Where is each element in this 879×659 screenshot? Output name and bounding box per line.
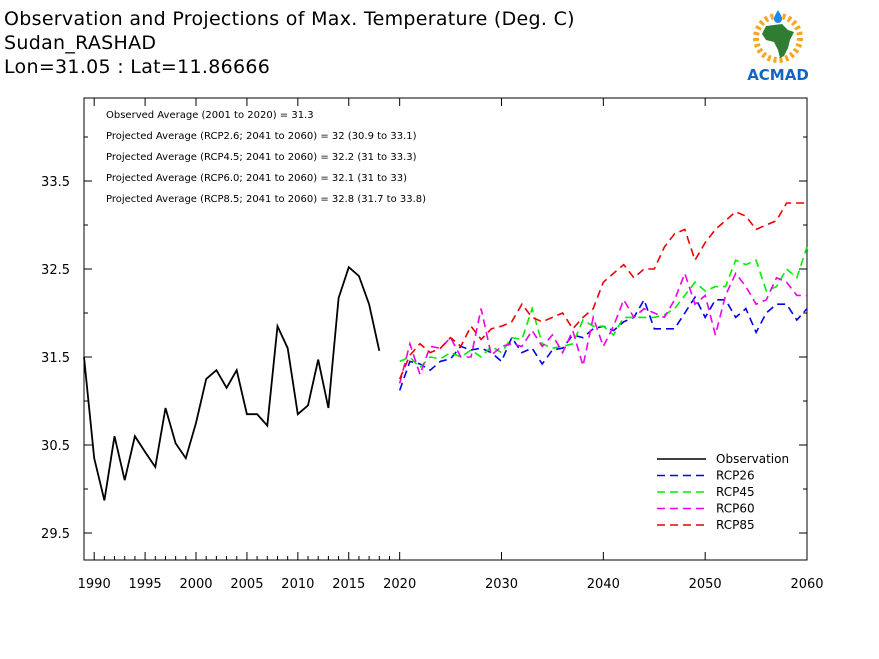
x-tick-label: 2060 <box>790 577 823 592</box>
annotation-line: Projected Average (RCP2.6; 2041 to 2060)… <box>106 131 417 142</box>
annotation-block: Observed Average (2001 to 2020) = 31.3 Pr… <box>106 110 426 205</box>
legend: Observation RCP26 RCP45 RCP60 RCP85 <box>657 452 789 532</box>
x-tick-label: 2010 <box>281 577 314 592</box>
station-coordinates: Lon=31.05 : Lat=11.86666 <box>4 56 271 78</box>
annotation-line: Observed Average (2001 to 2020) = 31.3 <box>106 110 314 121</box>
annotation-line: Projected Average (RCP8.5; 2041 to 2060)… <box>106 194 426 205</box>
x-tick-label: 2030 <box>485 577 518 592</box>
chart-title: Observation and Projections of Max. Temp… <box>4 8 575 30</box>
legend-label: RCP60 <box>716 502 755 516</box>
y-tick-label: 32.5 <box>41 263 70 278</box>
x-tick-label: 2005 <box>230 577 263 592</box>
legend-label: RCP26 <box>716 469 755 483</box>
series-line-rcp45 <box>399 246 808 369</box>
x-tick-label: 2000 <box>179 577 212 592</box>
x-tick-label: 2015 <box>332 577 365 592</box>
x-tick-label: 2040 <box>587 577 620 592</box>
x-tick-label: 1990 <box>78 577 111 592</box>
x-tick-label: 1995 <box>129 577 162 592</box>
y-tick-label: 29.5 <box>41 527 70 542</box>
legend-label: RCP45 <box>716 485 755 499</box>
water-drop-icon <box>774 10 782 23</box>
series-lines <box>83 202 808 501</box>
axis-ticks: 1990 1995 2000 2005 2010 2015 2020 2030 2040 2050… <box>41 98 824 592</box>
y-tick-label: 30.5 <box>41 439 70 454</box>
logo-text: ACMAD <box>747 66 809 84</box>
series-line-observation <box>83 265 381 501</box>
series-line-rcp26 <box>398 295 808 391</box>
africa-map-icon <box>762 24 794 58</box>
station-name: Sudan_RASHAD <box>4 32 157 54</box>
legend-label: Observation <box>716 452 789 466</box>
legend-label: RCP85 <box>716 518 755 532</box>
plot-frame <box>83 97 808 561</box>
x-tick-label: 2050 <box>689 577 722 592</box>
series-line-rcp85 <box>398 202 807 380</box>
acmad-logo: ACMAD <box>747 10 809 84</box>
y-tick-label: 33.5 <box>41 175 70 190</box>
y-tick-label: 31.5 <box>41 351 70 366</box>
annotation-line: Projected Average (RCP6.0; 2041 to 2060)… <box>106 173 407 184</box>
x-tick-label: 2020 <box>383 577 416 592</box>
series-line-rcp60 <box>398 271 807 384</box>
annotation-line: Projected Average (RCP4.5; 2041 to 2060)… <box>106 152 417 163</box>
